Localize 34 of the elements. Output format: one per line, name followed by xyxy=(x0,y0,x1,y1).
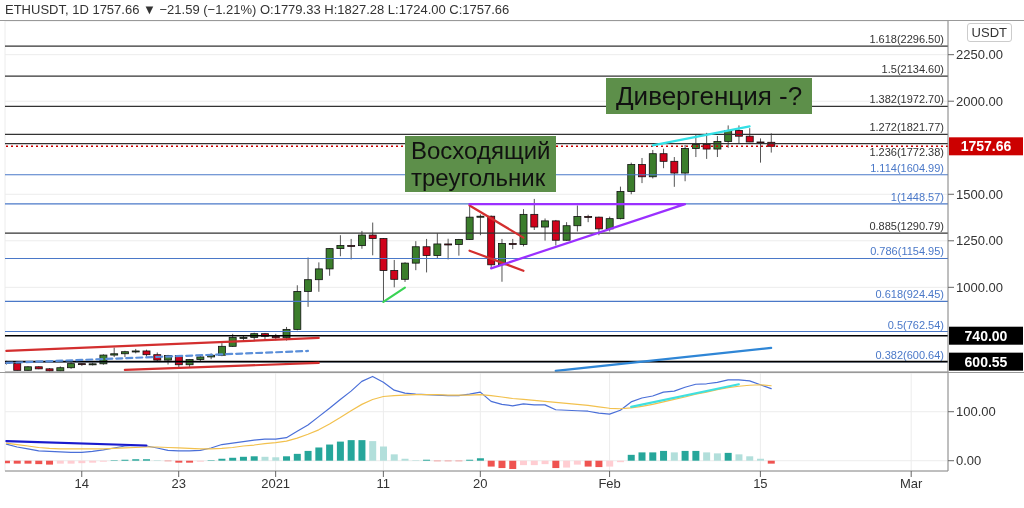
x-tick-label: Mar xyxy=(900,476,924,492)
ref-line-label: 1757.66 xyxy=(960,138,1012,155)
y-tick-label: 0.00 xyxy=(956,453,982,469)
y-tick-label: 1500.00 xyxy=(956,186,1003,202)
ref-line-label: 1(1448.57) xyxy=(890,190,944,203)
x-tick-label: 14 xyxy=(74,476,89,492)
y-tick-label: 2000.00 xyxy=(956,93,1003,109)
y-tick-label: 1000.00 xyxy=(956,279,1003,295)
ref-line-label: 0.885(1290.79) xyxy=(869,220,944,233)
ref-line-label: 0.618(924.45) xyxy=(875,288,944,301)
y-tick-label: 100.00 xyxy=(956,404,996,420)
ref-line-label: 1.272(1821.77) xyxy=(869,121,944,134)
ref-line-label: 1.382(1972.70) xyxy=(869,93,944,106)
text: USDT xyxy=(966,23,1012,42)
ref-line-label: 740.00 xyxy=(964,327,1008,344)
ref-line-label: 1.618(2296.50) xyxy=(869,33,944,46)
ref-line-label: 600.55 xyxy=(964,353,1008,370)
x-tick-label: Feb xyxy=(598,476,621,492)
x-tick-label: 2021 xyxy=(261,476,291,492)
ref-line-label: 0.5(762.54) xyxy=(887,318,944,331)
ref-line-label: 0.786(1154.95) xyxy=(870,245,944,258)
x-tick-label: 11 xyxy=(376,476,391,492)
x-tick-label: 20 xyxy=(473,476,488,492)
ref-line-label: 1.5(2134.60) xyxy=(881,63,944,76)
annotation: Восходящий треугольник xyxy=(405,136,557,192)
ref-line-label: 1.114(1604.99) xyxy=(870,161,944,174)
y-tick-label: 1250.00 xyxy=(956,233,1003,249)
annotation: Дивергенция -? xyxy=(606,78,813,114)
x-tick-label: 15 xyxy=(753,476,768,492)
ref-line-label: 1.236(1772.38) xyxy=(869,145,944,158)
y-tick-label: 2250.00 xyxy=(956,47,1003,63)
x-tick-label: 23 xyxy=(171,476,186,492)
chart-title: ETHUSDT, 1D 1757.66 ▼ −21.59 (−1.21%) O:1779.33 H:1827.28 L:1724.00 C:1757.66 xyxy=(5,2,510,17)
ref-line-label: 0.382(600.64) xyxy=(875,348,944,361)
